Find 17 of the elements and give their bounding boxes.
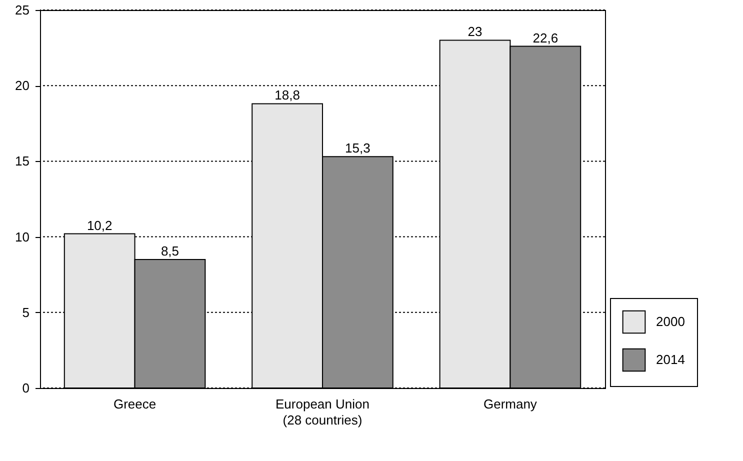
x-tick-label: Greece	[113, 396, 156, 412]
y-tick-label: 10	[15, 229, 30, 244]
legend-label: 2014	[656, 352, 685, 367]
y-tick-label: 25	[15, 2, 30, 18]
data-label: 23	[468, 24, 482, 40]
legend-label: 2000	[656, 314, 685, 329]
x-tick-label: Germany	[483, 396, 538, 412]
data-label: 15,3	[345, 140, 370, 156]
y-tick-label: 5	[22, 304, 30, 320]
y-tick-label: 15	[15, 154, 30, 169]
data-label: 8,5	[160, 243, 180, 258]
x-tick-label: European Union (28 countries)	[276, 396, 370, 428]
data-label: 22,6	[532, 30, 558, 46]
y-tick-label: 20	[15, 78, 30, 94]
data-label: 10,2	[86, 218, 112, 233]
y-tick-label: 0	[22, 380, 30, 396]
data-label: 18,8	[274, 88, 300, 103]
